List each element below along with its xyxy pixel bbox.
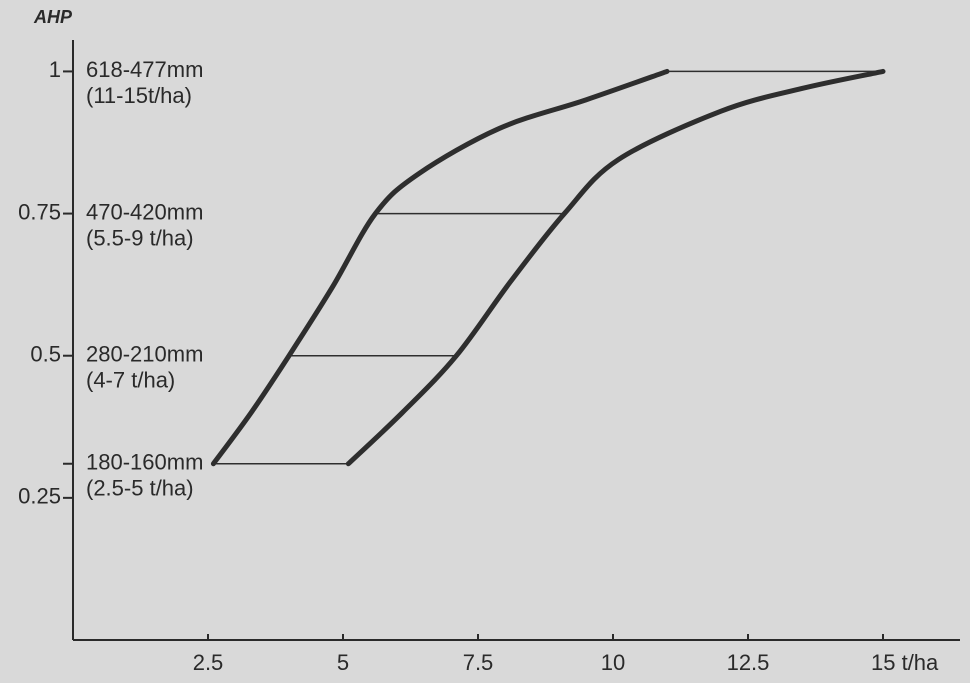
y-tick-label: 0.75	[18, 199, 61, 224]
x-tick-label: 2.5	[193, 650, 224, 675]
range-label: 180-160mm	[86, 450, 203, 475]
range-label: (11-15t/ha)	[86, 83, 192, 108]
y-axis-label: AHP	[33, 7, 73, 27]
y-tick-label: 1	[49, 57, 61, 82]
y-tick-label: 0.25	[18, 484, 61, 509]
x-tick-label: 5	[337, 650, 349, 675]
x-tick-label: 15 t/ha	[871, 650, 939, 675]
range-label: 470-420mm	[86, 199, 203, 224]
range-label: (5.5-9 t/ha)	[86, 225, 194, 250]
x-tick-label: 10	[601, 650, 625, 675]
x-tick-label: 7.5	[463, 650, 494, 675]
range-label: 280-210mm	[86, 342, 203, 367]
range-label: (4-7 t/ha)	[86, 368, 175, 393]
range-label: (2.5-5 t/ha)	[86, 476, 194, 501]
x-tick-label: 12.5	[727, 650, 770, 675]
chart: AHP 0.250.50.7512.557.51012.515 t/ha618-…	[0, 0, 970, 683]
range-label: 618-477mm	[86, 57, 203, 82]
y-tick-label: 0.5	[30, 342, 61, 367]
